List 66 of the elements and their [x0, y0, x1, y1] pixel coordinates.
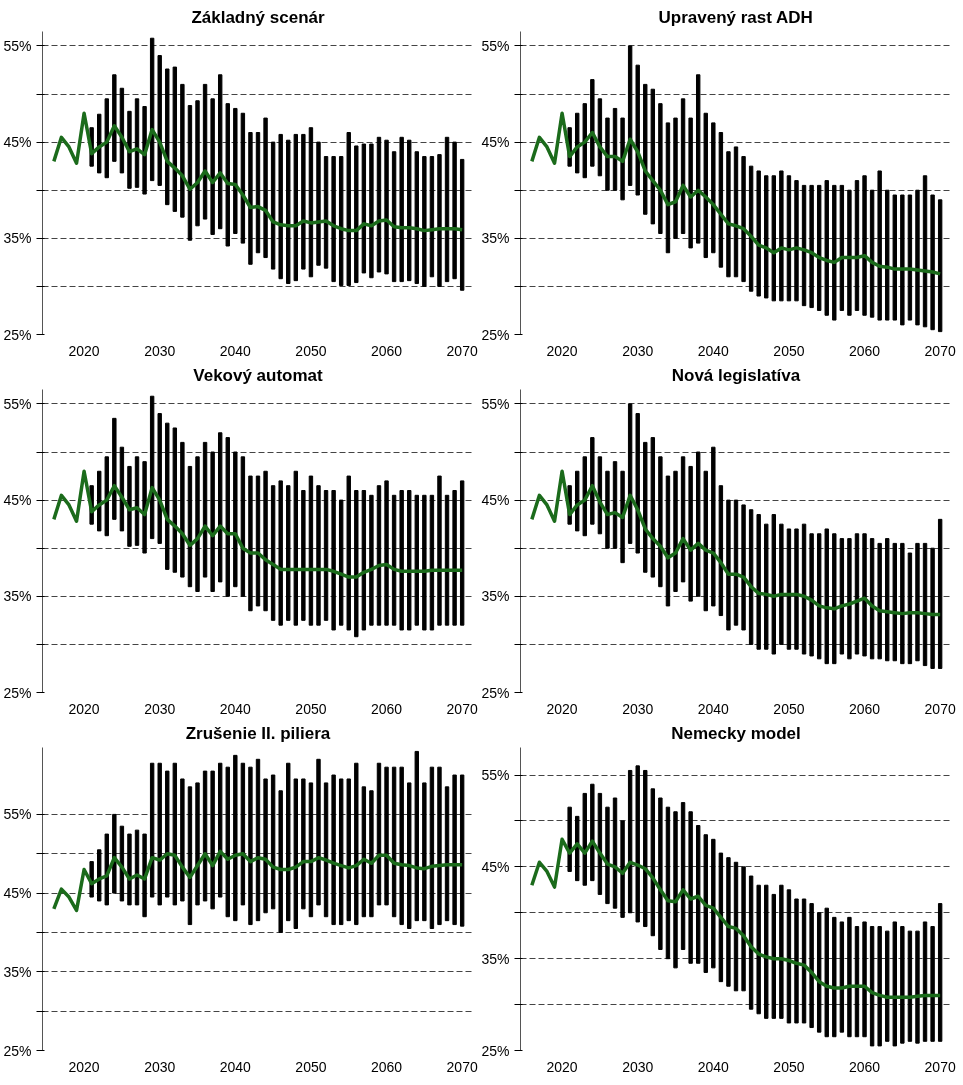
- x-tick-label: 2020: [68, 1058, 100, 1075]
- y-tick-label: 45%: [481, 134, 510, 151]
- y-tick-label: 45%: [3, 492, 32, 509]
- x-tick-label: 2030: [622, 700, 654, 717]
- x-tick-label: 2050: [773, 342, 805, 359]
- y-tick-label: 55%: [481, 767, 510, 784]
- y-tick-label: 35%: [481, 230, 510, 247]
- x-tick-label: 2070: [924, 1058, 956, 1075]
- y-tick-label: 55%: [481, 37, 510, 54]
- y-tick-label: 45%: [481, 858, 510, 875]
- y-tick-label: 35%: [3, 963, 32, 980]
- y-tick-label: 35%: [3, 230, 32, 247]
- x-tick-label: 2070: [446, 342, 478, 359]
- y-tick-label: 25%: [481, 684, 510, 701]
- y-tick-label: 45%: [3, 134, 32, 151]
- x-tick-label: 2060: [370, 700, 403, 717]
- y-tick-label: 25%: [481, 1042, 510, 1059]
- x-tick-label: 2060: [848, 1058, 881, 1075]
- y-tick-label: 55%: [3, 37, 32, 54]
- x-tick-label: 2050: [295, 1058, 327, 1075]
- x-tick-label: 2050: [295, 342, 327, 359]
- x-tick-label: 2040: [219, 700, 252, 717]
- y-tick-label: 45%: [3, 885, 32, 902]
- x-tick-label: 2050: [773, 1058, 805, 1075]
- chart-title: Nemecky model: [671, 723, 801, 743]
- x-tick-label: 2030: [622, 1058, 654, 1075]
- y-tick-label: 35%: [481, 588, 510, 605]
- x-tick-label: 2020: [68, 342, 100, 359]
- x-tick-label: 2060: [370, 342, 403, 359]
- y-tick-label: 55%: [3, 395, 32, 412]
- y-tick-label: 25%: [3, 326, 32, 343]
- x-tick-label: 2050: [295, 700, 327, 717]
- x-tick-label: 2060: [848, 700, 881, 717]
- chart-title: Nová legislatíva: [671, 365, 801, 385]
- x-tick-label: 2030: [144, 1058, 176, 1075]
- chart-title: Vekový automat: [193, 365, 324, 385]
- x-tick-label: 2020: [546, 1058, 578, 1075]
- y-tick-label: 55%: [3, 806, 32, 823]
- x-tick-label: 2030: [144, 700, 176, 717]
- x-tick-label: 2070: [924, 342, 956, 359]
- x-tick-label: 2060: [848, 342, 881, 359]
- x-tick-label: 2070: [446, 1058, 478, 1075]
- x-tick-label: 2020: [68, 700, 100, 717]
- y-tick-label: 35%: [481, 950, 510, 967]
- y-tick-label: 35%: [3, 588, 32, 605]
- y-tick-label: 55%: [481, 395, 510, 412]
- x-tick-label: 2040: [219, 342, 252, 359]
- chart-title: Upravený rast ADH: [658, 7, 813, 27]
- y-tick-label: 25%: [3, 1042, 32, 1059]
- x-tick-label: 2040: [697, 342, 730, 359]
- x-tick-label: 2060: [370, 1058, 403, 1075]
- x-tick-label: 2040: [697, 700, 730, 717]
- x-tick-label: 2030: [144, 342, 176, 359]
- x-tick-label: 2020: [546, 700, 578, 717]
- x-tick-label: 2070: [924, 700, 956, 717]
- chart-title: Zrušenie II. piliera: [185, 723, 331, 743]
- y-tick-label: 25%: [481, 326, 510, 343]
- x-tick-label: 2070: [446, 700, 478, 717]
- y-tick-label: 45%: [481, 492, 510, 509]
- y-tick-label: 25%: [3, 684, 32, 701]
- x-tick-label: 2030: [622, 342, 654, 359]
- x-tick-label: 2020: [546, 342, 578, 359]
- chart-title: Základný scenár: [191, 7, 325, 27]
- x-tick-label: 2050: [773, 700, 805, 717]
- x-tick-label: 2040: [697, 1058, 730, 1075]
- x-tick-label: 2040: [219, 1058, 252, 1075]
